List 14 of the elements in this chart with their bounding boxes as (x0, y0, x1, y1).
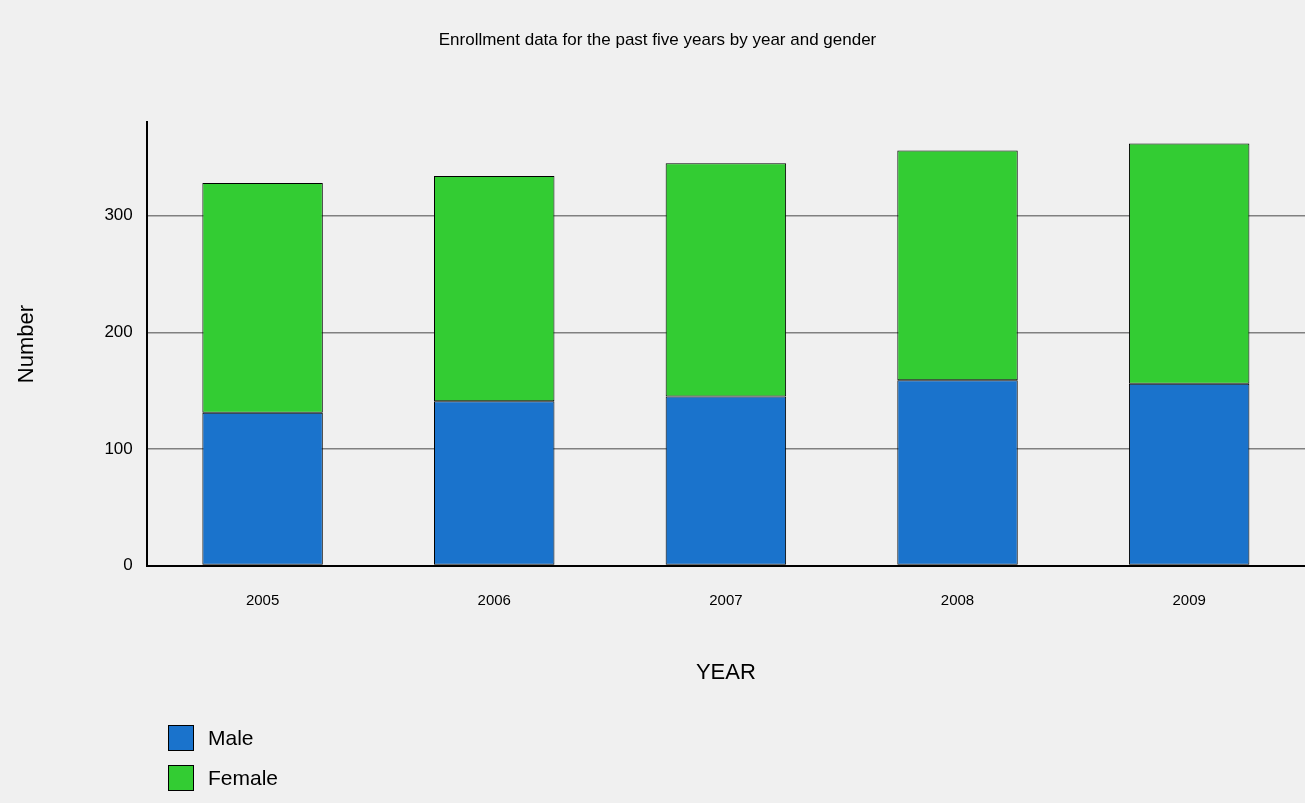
y-tick-label: 300 (104, 205, 133, 225)
x-tick-label: 2007 (709, 590, 743, 608)
x-tick-label: 2008 (940, 590, 975, 608)
y-tick-label: 0 (123, 555, 133, 575)
x-axis-title: YEAR (695, 658, 756, 684)
legend-label: Male (208, 726, 254, 750)
x-tick-label: 2005 (245, 590, 280, 608)
chart-title: Enrollment data for the past five years by year and gender (438, 29, 877, 49)
x-tick-label: 2009 (1172, 590, 1206, 608)
y-axis-title: Number (13, 304, 39, 384)
legend-label: Female (208, 766, 279, 790)
x-tick-label: 2006 (477, 590, 511, 608)
y-tick-label: 100 (104, 438, 133, 458)
y-tick-label: 200 (104, 322, 133, 342)
